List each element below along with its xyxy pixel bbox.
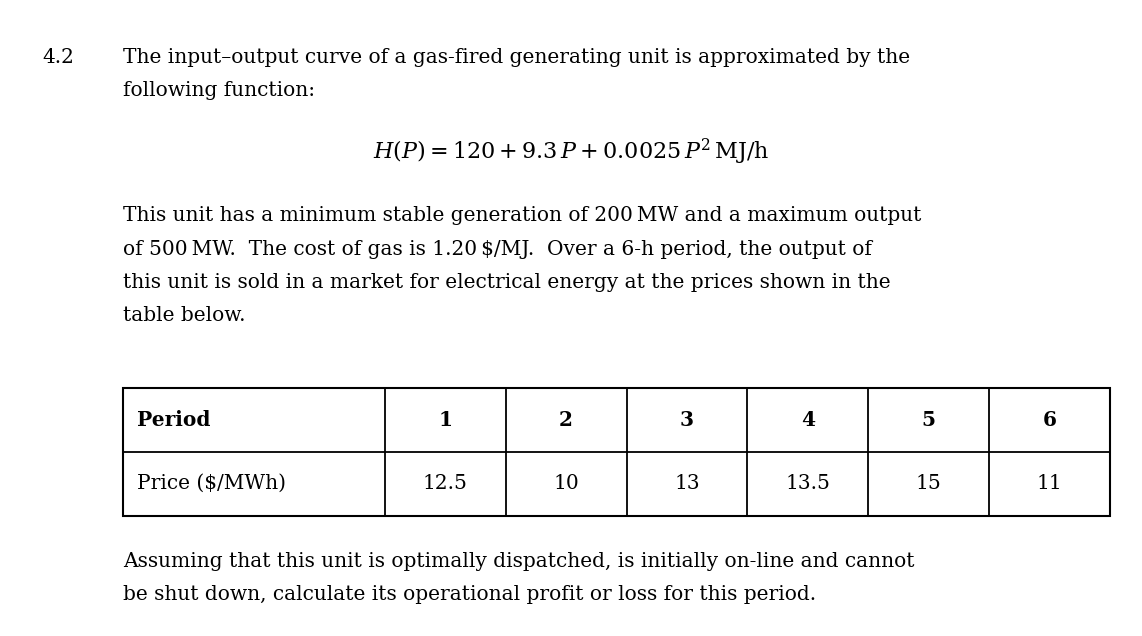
Text: following function:: following function:	[123, 81, 315, 100]
Text: table below.: table below.	[123, 306, 246, 324]
Text: be shut down, calculate its operational profit or loss for this period.: be shut down, calculate its operational …	[123, 585, 817, 604]
Text: 6: 6	[1043, 410, 1056, 430]
Text: 4: 4	[801, 410, 815, 430]
Text: 5: 5	[922, 410, 935, 430]
Text: $H(P) = 120 + 9.3\,P + 0.0025\,P^2\,\mathrm{MJ/h}$: $H(P) = 120 + 9.3\,P + 0.0025\,P^2\,\mat…	[372, 137, 770, 167]
Text: 10: 10	[553, 474, 579, 494]
Text: This unit has a minimum stable generation of 200 MW and a maximum output: This unit has a minimum stable generatio…	[123, 207, 922, 225]
Text: Period: Period	[137, 410, 210, 430]
Text: 2: 2	[560, 410, 573, 430]
Text: this unit is sold in a market for electrical energy at the prices shown in the: this unit is sold in a market for electr…	[123, 273, 891, 291]
Text: 1: 1	[439, 410, 452, 430]
Text: 13.5: 13.5	[786, 474, 830, 494]
Text: 13: 13	[674, 474, 700, 494]
Text: 3: 3	[679, 410, 694, 430]
Text: of 500 MW.  The cost of gas is 1.20 $/MJ.  Over a 6-h period, the output of: of 500 MW. The cost of gas is 1.20 $/MJ.…	[123, 240, 872, 258]
Text: 15: 15	[916, 474, 942, 494]
Text: 11: 11	[1037, 474, 1062, 494]
Text: 4.2: 4.2	[42, 48, 74, 67]
Text: The input–output curve of a gas-fired generating unit is approximated by the: The input–output curve of a gas-fired ge…	[123, 48, 910, 67]
Text: Assuming that this unit is optimally dispatched, is initially on-line and cannot: Assuming that this unit is optimally dis…	[123, 552, 915, 571]
Text: 12.5: 12.5	[423, 474, 468, 494]
Text: Price ($/MWh): Price ($/MWh)	[137, 474, 286, 494]
